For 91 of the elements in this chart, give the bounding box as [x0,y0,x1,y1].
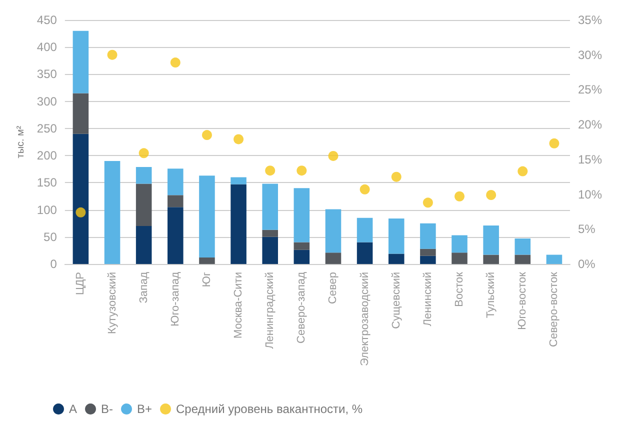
legend-label: A [69,402,78,416]
bar [230,184,246,264]
point [138,148,149,158]
point [518,166,528,176]
legend-label: B- [101,402,114,416]
point [422,198,433,208]
bar [136,226,152,264]
point [296,166,307,176]
bar [420,248,436,256]
point [265,166,276,176]
legend-label: Средний уровень вакантности, % [176,402,363,416]
point [202,130,212,140]
point [328,150,338,161]
bar [168,195,184,208]
bar [72,93,89,134]
bar [452,235,468,253]
bar [325,252,342,264]
bar [325,209,342,253]
bar [168,168,184,196]
bar [420,256,436,264]
bar [514,254,531,264]
bar [294,188,310,242]
point [486,190,496,200]
bar [230,177,246,184]
bar [452,252,468,264]
y2-tick-label: 30% [578,48,602,62]
y-tick-label: 350 [36,67,58,82]
point [549,138,560,148]
point [360,184,370,194]
bar [546,254,562,264]
bar [199,176,215,258]
y2-tick-label: 25% [578,82,602,97]
x-tick-label: Юг [200,272,213,288]
bar [420,223,436,249]
x-tick-label: Тульский [485,272,498,318]
point [454,191,465,202]
y-tick-label: 150 [36,176,58,190]
bar [356,218,373,242]
bar [483,254,499,264]
bar [514,238,531,255]
x-tick-label: Юго-восток [516,272,529,330]
x-tick-label: Восток [454,272,466,307]
x-tick-label: Москва-Сити [232,272,245,338]
y-tick-label: 100 [36,202,58,217]
x-tick-label: Север [327,272,340,304]
y2-tick-label: 20% [578,118,602,132]
y-tick-label: 250 [36,121,58,136]
x-tick-label: ЦДР [74,272,87,295]
x-tick-label: Запад [138,271,150,304]
bar [483,226,499,255]
point [391,172,402,182]
bar [356,242,373,264]
x-tick-label: Ленинский [422,272,434,326]
bar [199,257,215,264]
x-tick-label: Кутузовский [106,272,118,334]
y-tick-label: 400 [36,40,58,54]
bar [104,160,120,264]
point [76,207,86,218]
y2-tick-label: 0% [578,257,596,271]
x-tick-label: Ленинградский [264,272,276,349]
bar [262,236,278,264]
x-tick-label: Северо-запад [296,271,308,344]
y-tick-label: 50 [44,230,58,244]
point [107,50,118,60]
y-tick-label: 200 [36,148,58,163]
bar [136,166,152,184]
bar [294,250,310,264]
bar [72,134,89,264]
x-tick-label: Северо-восток [548,272,560,347]
bar [72,30,89,94]
y2-tick-label: 5% [578,222,596,236]
y-tick-label: 300 [36,94,58,108]
y2-tick-label: 15% [578,152,602,166]
x-tick-label: Электрозаводский [358,272,371,366]
bar [262,230,278,237]
bar [294,242,310,250]
x-tick-label: Сущевский [390,272,402,329]
bar [262,184,278,230]
bar [388,218,404,254]
y-tick-label: 0 [50,257,58,271]
y2-tick-label: 10% [578,187,602,202]
point [170,58,180,68]
bar [136,184,152,226]
point [234,134,244,144]
y-axis-title: тыс. м² [16,125,26,158]
x-tick-label: Юго-запад [169,271,182,326]
y-tick-label: 450 [36,13,58,27]
y2-tick-label: 35% [578,13,602,27]
bar [388,254,404,264]
bar [168,207,184,264]
legend-label: B+ [137,402,152,416]
